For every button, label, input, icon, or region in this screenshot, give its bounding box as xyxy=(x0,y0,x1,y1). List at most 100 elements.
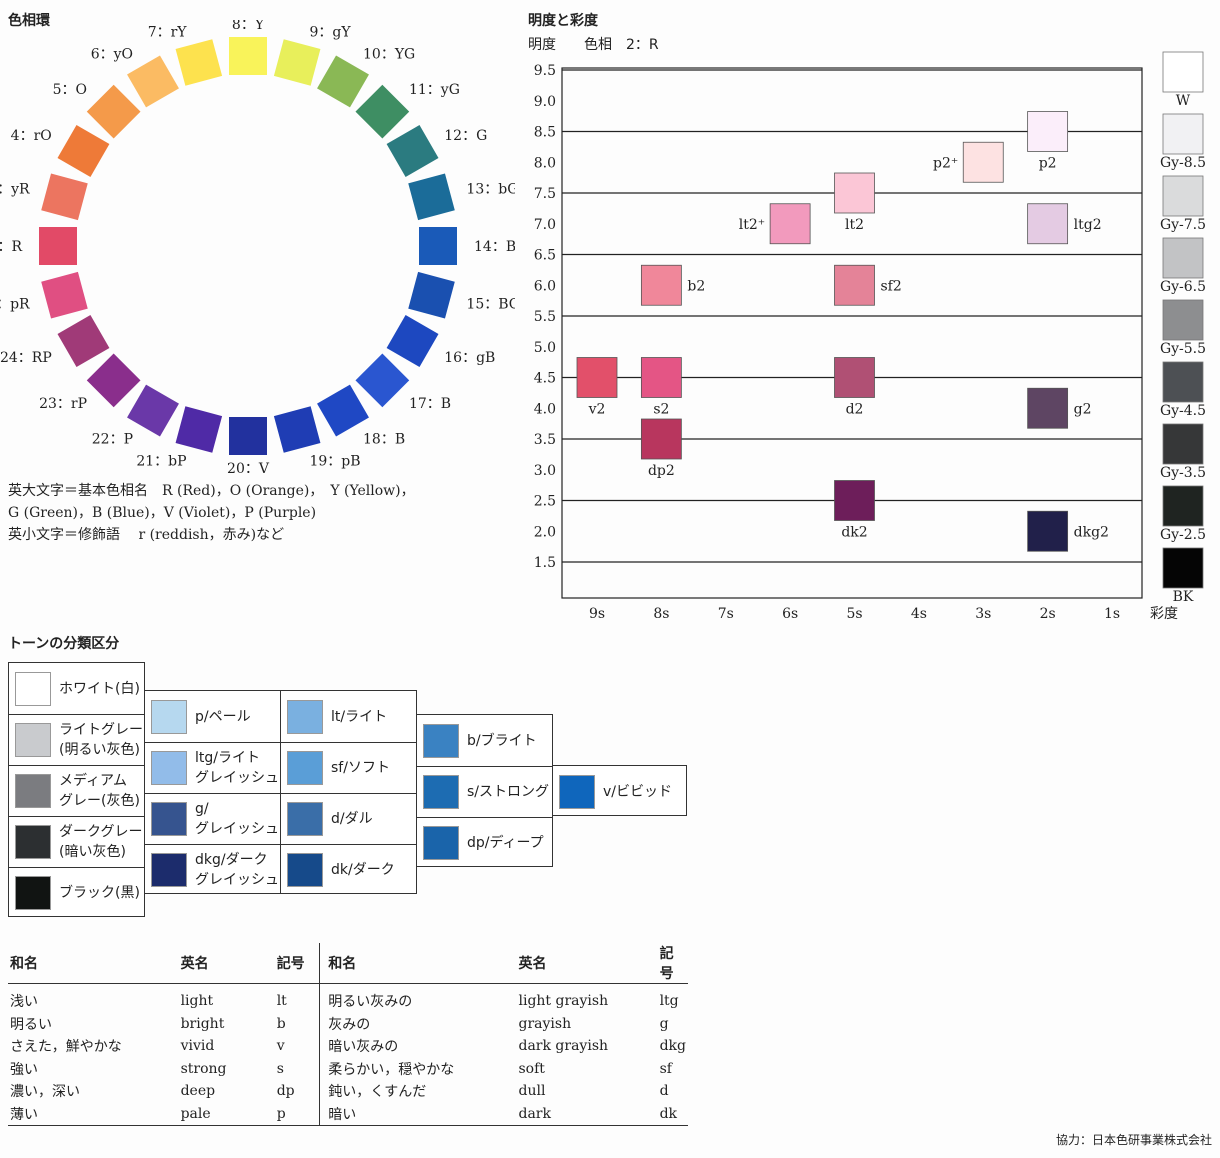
table-cell: 薄い xyxy=(8,1102,179,1126)
tone-item-col1-0: p/ペール xyxy=(145,691,280,742)
chart-frame xyxy=(561,67,1143,599)
table-row: 明るい bright b 灰みの grayish g xyxy=(8,1012,688,1035)
hue-swatch-1 xyxy=(41,271,88,319)
tone-item-achromatic-2: メディアム グレー(灰色) xyxy=(9,765,144,816)
hue-label-22: 22：P xyxy=(92,431,133,447)
hue-label-10: 10：YG xyxy=(363,47,415,63)
tone-label: ブラック(黒) xyxy=(59,884,140,901)
table-row: 強い strong s 柔らかい，穏やかな soft sf xyxy=(8,1057,688,1080)
tone-label: b/ブライト xyxy=(467,732,537,749)
table-cell: deep xyxy=(180,1083,216,1100)
tone-item-col1-2: g/ グレイッシュ xyxy=(145,793,280,844)
hue-swatch-13 xyxy=(408,173,455,221)
tone-group-col4: v/ビビッド xyxy=(552,765,687,816)
tone-point-10 xyxy=(1027,387,1069,429)
table-cell: sf xyxy=(659,1060,672,1077)
tone-item-col3-0: b/ブライト xyxy=(417,715,552,766)
y-tick-label-15: 2.0 xyxy=(534,524,556,540)
gray-swatch-3 xyxy=(1162,237,1204,279)
y-tick-label-0: 9.5 xyxy=(534,63,556,79)
tone-point-12 xyxy=(834,480,875,521)
tone-label: d/ダル xyxy=(331,810,373,827)
hue-swatch-17 xyxy=(355,353,410,408)
tone-point-label-13: dkg2 xyxy=(1074,524,1109,540)
hue-label-6: 6：yO xyxy=(91,47,133,63)
tone-label: dkg/ダーク グレイッシュ xyxy=(195,851,279,888)
hue-label-4: 4：rO xyxy=(11,128,52,144)
tone-swatch xyxy=(287,852,323,887)
x-tick-label-5: 4s xyxy=(911,606,927,622)
tone-label: ホワイト(白) xyxy=(59,680,140,697)
tone-separator xyxy=(145,742,280,743)
y-tick-label-7: 6.0 xyxy=(534,278,556,294)
hue-swatch-22 xyxy=(127,384,179,437)
gray-label-7: Gy-2.5 xyxy=(1160,527,1206,543)
tone-swatch xyxy=(559,774,595,809)
tone-swatch xyxy=(287,750,323,785)
credit: 協力：日本色研事業株式会社 xyxy=(1055,1133,1212,1147)
tone-separator xyxy=(9,816,144,817)
table-row: さえた，鮮やかな vivid v 暗い灰みの dark grayish dkg xyxy=(8,1035,688,1058)
gray-swatch-2 xyxy=(1162,175,1204,217)
y-tick-label-2: 8.5 xyxy=(534,125,556,141)
header-jp-name: 和名 xyxy=(10,956,38,972)
hue-label-11: 11：yG xyxy=(409,82,460,98)
table-cell: d xyxy=(659,1083,669,1100)
tone-swatch xyxy=(151,801,187,836)
table-cell: dkg xyxy=(659,1038,686,1055)
hue-swatch-8 xyxy=(229,37,267,75)
hue-label-8: 8：Y xyxy=(232,20,265,33)
tone-swatch xyxy=(287,801,323,836)
hue-swatch-10 xyxy=(317,55,369,108)
gray-label-0: W xyxy=(1176,93,1191,109)
hue-swatch-14 xyxy=(419,227,457,265)
y-tick-label-12: 3.5 xyxy=(534,432,556,448)
hue-swatch-9 xyxy=(273,39,321,86)
hue-label-7: 7：rY xyxy=(148,25,188,41)
hue-label-3: 3：yR xyxy=(0,182,30,198)
table-header-row: 和名 英名 記号 和名 英名 記号 xyxy=(8,943,688,984)
tone-separator xyxy=(281,844,416,845)
tone-point-label-9: d2 xyxy=(846,402,864,418)
table-cell: さえた，鮮やかな xyxy=(10,1039,122,1056)
header-jp-name-2: 和名 xyxy=(328,956,357,972)
tone-point-6 xyxy=(834,264,875,306)
value-chroma-subtitle: 明度 色相 2：R xyxy=(528,37,659,53)
hue-swatch-19 xyxy=(273,406,321,453)
tone-swatch xyxy=(423,723,459,758)
x-axis-label: 彩度 xyxy=(1150,606,1178,622)
tone-swatch xyxy=(15,671,51,706)
tone-label: ライトグレー (明るい灰色) xyxy=(59,721,143,758)
hue-label-24: 24：RP xyxy=(0,350,52,366)
tone-separator xyxy=(9,714,144,715)
hue-label-16: 16：gB xyxy=(444,350,495,366)
table-row: 薄い pale p 暗い dark dk xyxy=(8,1102,688,1126)
tone-point-label-2: lt2 xyxy=(845,217,864,233)
gray-swatch-8 xyxy=(1162,547,1204,589)
table-cell: p xyxy=(274,1102,321,1126)
hue-swatch-2 xyxy=(39,227,77,265)
table-cell: 濃い，深い xyxy=(10,1084,80,1101)
tone-term-table: 和名 英名 記号 和名 英名 記号 浅い light lt 明るい灰みの light g… xyxy=(8,943,688,1126)
tone-item-col3-2: dp/ディープ xyxy=(417,817,552,868)
table-cell: dk xyxy=(657,1102,688,1126)
table-cell: pale xyxy=(178,1102,275,1126)
tone-point-13 xyxy=(1027,510,1069,552)
table-cell: 明るい灰みの xyxy=(328,994,413,1011)
y-tick-label-11: 4.0 xyxy=(534,401,556,417)
y-tick-label-16: 1.5 xyxy=(534,555,556,571)
table-cell: 強い xyxy=(10,1061,38,1078)
tone-separator xyxy=(9,867,144,868)
hue-swatch-7 xyxy=(175,39,223,86)
hue-label-15: 15：BG xyxy=(466,296,515,312)
table-cell: 鈍い，くすんだ xyxy=(328,1084,427,1101)
tones-title: トーンの分類区分 xyxy=(8,636,120,652)
value-chroma-title: 明度と彩度 xyxy=(528,13,598,29)
tone-item-col2-2: d/ダル xyxy=(281,793,416,844)
hue-label-23: 23：rP xyxy=(39,396,87,412)
table-cell: 浅い xyxy=(10,994,38,1011)
table-cell: vivid xyxy=(180,1038,215,1055)
tone-label: メディアム グレー(灰色) xyxy=(59,772,140,809)
y-tick-label-14: 2.5 xyxy=(534,494,556,510)
table-cell: 明るい xyxy=(10,1016,52,1033)
